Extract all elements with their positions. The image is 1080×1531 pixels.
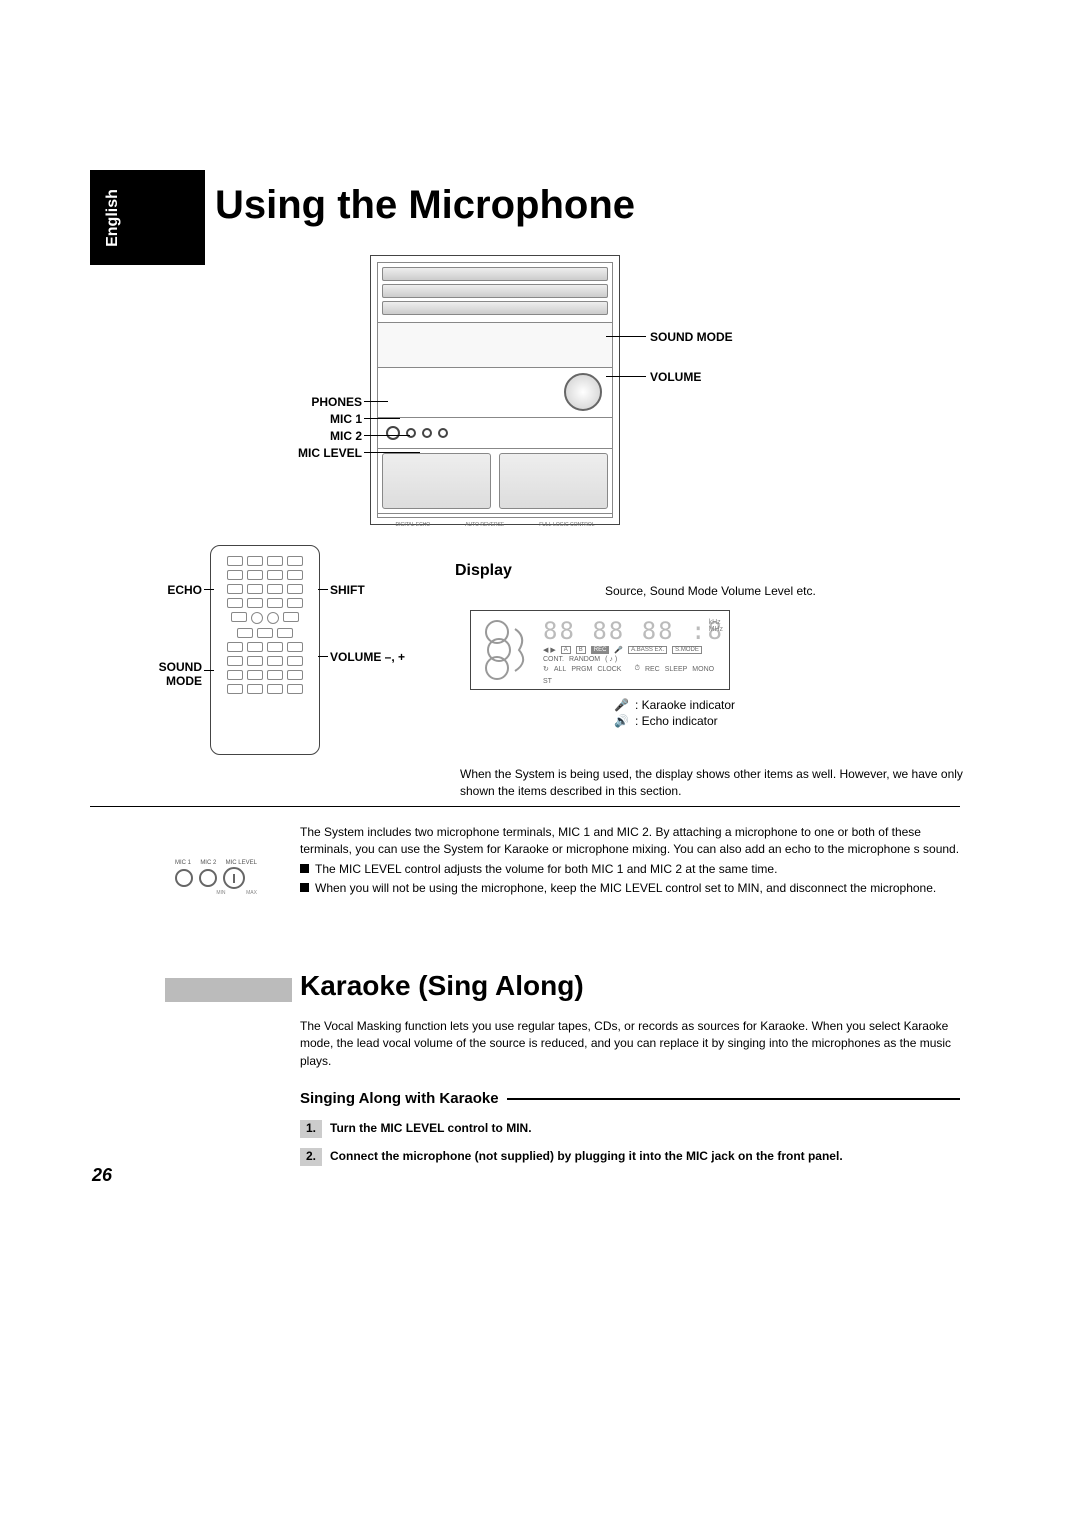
page-title: Using the Microphone <box>215 183 635 228</box>
display-footnote: When the System is being used, the displ… <box>460 766 970 800</box>
bullet-icon <box>300 864 309 873</box>
callout-line <box>606 336 646 337</box>
section-accent-bar <box>165 978 292 1002</box>
karaoke-icon: 🎤 <box>614 698 629 712</box>
display-subtitle: Source, Sound Mode Volume Level etc. <box>605 584 816 598</box>
step-2: 2. Connect the microphone (not supplied)… <box>300 1148 960 1166</box>
mic-icon-indicator: 🎤 <box>614 646 623 654</box>
page-number: 26 <box>92 1165 112 1186</box>
callout-mic2: MIC 2 <box>292 429 362 443</box>
karaoke-indicator-label: : Karaoke indicator <box>635 698 735 712</box>
karaoke-para: The Vocal Masking function lets you use … <box>300 1018 960 1070</box>
subheading-line <box>507 1098 960 1100</box>
display-section: Display <box>455 562 512 580</box>
language-label: English <box>104 189 122 247</box>
callout-echo: ECHO <box>152 583 202 597</box>
callout-line <box>318 656 328 657</box>
step-1-text: Turn the MIC LEVEL control to MIN. <box>330 1120 532 1138</box>
indicator-legend: 🎤 : Karaoke indicator 🔊 : Echo indicator <box>614 698 735 730</box>
unit-mhz: MHz <box>709 626 723 633</box>
echo-indicator-label: : Echo indicator <box>635 714 718 728</box>
section-title-karaoke: Karaoke (Sing Along) <box>300 970 584 1002</box>
unit-khz: kHz <box>709 619 723 626</box>
intro-para: The System includes two microphone termi… <box>300 824 960 859</box>
divider <box>90 806 960 807</box>
svg-text:88 88 88 :88 88: 88 88 88 :88 88 <box>543 617 723 645</box>
callout-mic1: MIC 1 <box>292 412 362 426</box>
callout-phones: PHONES <box>292 395 362 409</box>
display-panel: 88 88 88 :88 88 kHz MHz ◀ ▶ AB REC 🎤 A.B… <box>470 610 730 690</box>
karaoke-subheading-row: Singing Along with Karaoke <box>300 1088 960 1110</box>
step-number: 1. <box>300 1120 322 1138</box>
callout-line <box>204 589 214 590</box>
callout-shift: SHIFT <box>330 583 365 597</box>
title-accent-block <box>135 170 205 265</box>
callout-volume: VOLUME <box>650 370 701 384</box>
language-tab: English <box>90 170 135 265</box>
intro-bullet-1: The MIC LEVEL control adjusts the volume… <box>315 861 777 878</box>
callout-line <box>364 418 400 419</box>
display-heading: Display <box>455 562 512 579</box>
callout-sound-mode-left: SOUND MODE <box>148 660 202 688</box>
step-1: 1. Turn the MIC LEVEL control to MIN. <box>300 1120 960 1138</box>
callout-line <box>364 435 410 436</box>
display-swirl-icon <box>477 617 537 683</box>
karaoke-body: The Vocal Masking function lets you use … <box>300 1018 960 1166</box>
bullet-icon <box>300 883 309 892</box>
callout-line <box>318 589 328 590</box>
intro-section: The System includes two microphone termi… <box>300 824 960 898</box>
callout-line <box>606 376 646 377</box>
callout-line <box>364 401 388 402</box>
callout-line <box>204 670 214 671</box>
stereo-system-diagram: DIGITAL ECHOAUTO REVERSEFULL-LOGIC CONTR… <box>370 255 620 525</box>
karaoke-subheading: Singing Along with Karaoke <box>300 1088 499 1110</box>
callout-mic-level: MIC LEVEL <box>274 446 362 460</box>
remote-diagram <box>210 545 320 755</box>
mic-jacks-icon: MIC 1 MIC 2 MIC LEVEL MIN MAX <box>175 860 257 896</box>
callout-volume-pm: VOLUME –, + <box>330 650 405 664</box>
callout-sound-mode: SOUND MODE <box>650 330 733 344</box>
display-indicator-labels: ◀ ▶ AB REC 🎤 A.BASS EX. S.MODE CONT. RAN… <box>543 644 723 685</box>
callout-line <box>364 452 420 453</box>
step-number: 2. <box>300 1148 322 1166</box>
intro-bullet-2: When you will not be using the microphon… <box>315 880 936 897</box>
echo-icon: 🔊 <box>614 714 629 728</box>
step-2-text: Connect the microphone (not supplied) by… <box>330 1148 843 1166</box>
